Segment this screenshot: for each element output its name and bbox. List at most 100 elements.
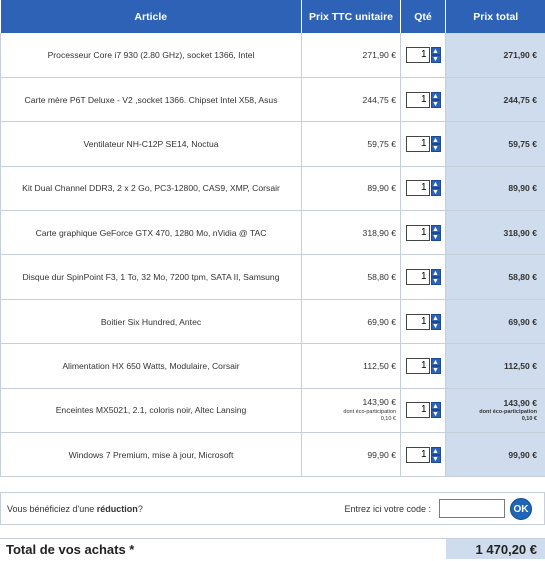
quantity-up-icon[interactable]: ▲ (431, 136, 441, 144)
item-qty-cell: 1 ▲ ▼ (401, 211, 446, 255)
quantity-input[interactable]: 1 (406, 402, 430, 418)
header-total: Prix total (446, 0, 545, 33)
quantity-input[interactable]: 1 (406, 92, 430, 108)
cart-total-value: 1 470,20 € (446, 539, 545, 559)
item-unit-price: 59,75 € (302, 122, 401, 166)
item-total-price: 69,90 € (446, 299, 545, 343)
header-unit-price: Prix TTC unitaire (302, 0, 401, 33)
item-total-price: 271,90 € (446, 33, 545, 77)
quantity-arrows: ▲ ▼ (431, 136, 441, 152)
item-total-price: 244,75 € (446, 77, 545, 121)
quantity-up-icon[interactable]: ▲ (431, 180, 441, 188)
cart-row: Carte mère P6T Deluxe - V2 ,socket 1366.… (1, 77, 545, 121)
cart-table: Article Prix TTC unitaire Qté Prix total… (0, 0, 545, 477)
quantity-up-icon[interactable]: ▲ (431, 225, 441, 233)
item-qty-cell: 1 ▲ ▼ (401, 344, 446, 388)
quantity-stepper: 1 ▲ ▼ (406, 92, 441, 108)
item-total-price: 318,90 € (446, 211, 545, 255)
quantity-arrows: ▲ ▼ (431, 402, 441, 418)
item-article: Boitier Six Hundred, Antec (1, 299, 302, 343)
quantity-down-icon[interactable]: ▼ (431, 233, 441, 241)
item-qty-cell: 1 ▲ ▼ (401, 166, 446, 210)
item-unit-price: 69,90 € (302, 299, 401, 343)
quantity-up-icon[interactable]: ▲ (431, 358, 441, 366)
quantity-input[interactable]: 1 (406, 447, 430, 463)
item-qty-cell: 1 ▲ ▼ (401, 255, 446, 299)
quantity-arrows: ▲ ▼ (431, 269, 441, 285)
quantity-arrows: ▲ ▼ (431, 180, 441, 196)
quantity-down-icon[interactable]: ▼ (431, 277, 441, 285)
shopping-cart: Article Prix TTC unitaire Qté Prix total… (0, 0, 545, 477)
cart-row: Ventilateur NH-C12P SE14, Noctua 59,75 €… (1, 122, 545, 166)
quantity-down-icon[interactable]: ▼ (431, 322, 441, 330)
item-qty-cell: 1 ▲ ▼ (401, 33, 446, 77)
quantity-down-icon[interactable]: ▼ (431, 410, 441, 418)
cart-row: Carte graphique GeForce GTX 470, 1280 Mo… (1, 211, 545, 255)
promo-ok-button[interactable]: OK (510, 498, 532, 520)
item-article: Windows 7 Premium, mise à jour, Microsof… (1, 433, 302, 477)
quantity-up-icon[interactable]: ▲ (431, 92, 441, 100)
quantity-down-icon[interactable]: ▼ (431, 55, 441, 63)
quantity-stepper: 1 ▲ ▼ (406, 402, 441, 418)
item-unit-price: 318,90 € (302, 211, 401, 255)
quantity-down-icon[interactable]: ▼ (431, 100, 441, 108)
cart-row: Windows 7 Premium, mise à jour, Microsof… (1, 433, 545, 477)
item-total-price: 59,75 € (446, 122, 545, 166)
quantity-down-icon[interactable]: ▼ (431, 188, 441, 196)
item-article: Enceintes MX5021, 2.1, coloris noir, Alt… (1, 388, 302, 432)
quantity-input[interactable]: 1 (406, 225, 430, 241)
item-unit-price: 58,80 € (302, 255, 401, 299)
quantity-arrows: ▲ ▼ (431, 314, 441, 330)
item-article: Ventilateur NH-C12P SE14, Noctua (1, 122, 302, 166)
quantity-down-icon[interactable]: ▼ (431, 144, 441, 152)
item-article: Processeur Core i7 930 (2.80 GHz), socke… (1, 33, 302, 77)
cart-row: Boitier Six Hundred, Antec 69,90 € 1 ▲ ▼… (1, 299, 545, 343)
item-unit-price: 112,50 € (302, 344, 401, 388)
cart-row: Kit Dual Channel DDR3, 2 x 2 Go, PC3-128… (1, 166, 545, 210)
promo-code-bar: Vous bénéficiez d'une réduction? Entrez … (0, 492, 545, 525)
item-qty-cell: 1 ▲ ▼ (401, 388, 446, 432)
item-unit-price: 99,90 € (302, 433, 401, 477)
quantity-arrows: ▲ ▼ (431, 358, 441, 374)
item-article: Alimentation HX 650 Watts, Modulaire, Co… (1, 344, 302, 388)
quantity-up-icon[interactable]: ▲ (431, 314, 441, 322)
header-qty: Qté (401, 0, 446, 33)
item-unit-price: 271,90 € (302, 33, 401, 77)
quantity-arrows: ▲ ▼ (431, 47, 441, 63)
quantity-input[interactable]: 1 (406, 47, 430, 63)
quantity-arrows: ▲ ▼ (431, 447, 441, 463)
quantity-up-icon[interactable]: ▲ (431, 47, 441, 55)
item-unit-price: 244,75 € (302, 77, 401, 121)
cart-row: Alimentation HX 650 Watts, Modulaire, Co… (1, 344, 545, 388)
quantity-stepper: 1 ▲ ▼ (406, 269, 441, 285)
quantity-up-icon[interactable]: ▲ (431, 447, 441, 455)
quantity-up-icon[interactable]: ▲ (431, 269, 441, 277)
quantity-arrows: ▲ ▼ (431, 92, 441, 108)
quantity-input[interactable]: 1 (406, 269, 430, 285)
item-total-price: 58,80 € (446, 255, 545, 299)
quantity-stepper: 1 ▲ ▼ (406, 447, 441, 463)
promo-code-label: Entrez ici votre code : (341, 504, 439, 514)
item-unit-price: 89,90 € (302, 166, 401, 210)
quantity-down-icon[interactable]: ▼ (431, 455, 441, 463)
item-total-price: 89,90 € (446, 166, 545, 210)
quantity-stepper: 1 ▲ ▼ (406, 47, 441, 63)
quantity-input[interactable]: 1 (406, 180, 430, 196)
quantity-input[interactable]: 1 (406, 358, 430, 374)
quantity-input[interactable]: 1 (406, 136, 430, 152)
quantity-stepper: 1 ▲ ▼ (406, 225, 441, 241)
cart-total-row: Total de vos achats * 1 470,20 € (0, 538, 545, 559)
quantity-input[interactable]: 1 (406, 314, 430, 330)
cart-row: Enceintes MX5021, 2.1, coloris noir, Alt… (1, 388, 545, 432)
item-total-price: 99,90 € (446, 433, 545, 477)
quantity-stepper: 1 ▲ ▼ (406, 180, 441, 196)
promo-code-input[interactable] (439, 499, 505, 518)
quantity-down-icon[interactable]: ▼ (431, 366, 441, 374)
quantity-up-icon[interactable]: ▲ (431, 402, 441, 410)
quantity-stepper: 1 ▲ ▼ (406, 314, 441, 330)
item-qty-cell: 1 ▲ ▼ (401, 122, 446, 166)
